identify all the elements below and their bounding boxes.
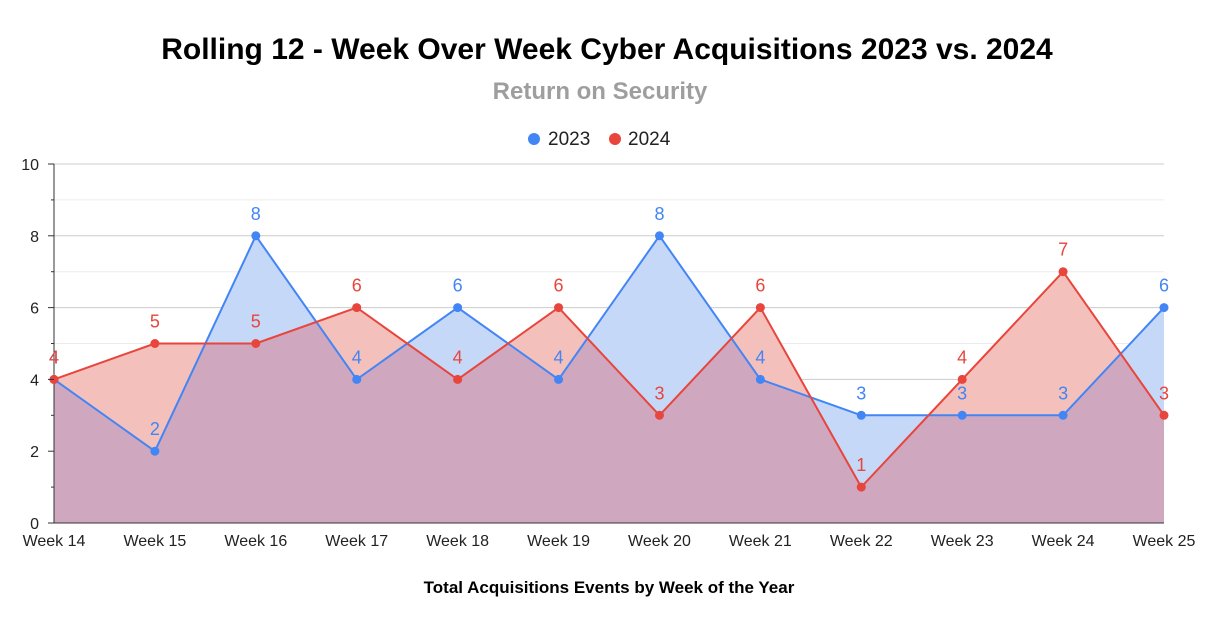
x-tick-label: Week 14 xyxy=(23,533,86,550)
y-tick-label: 4 xyxy=(30,372,39,389)
series-line-2023 xyxy=(53,234,1165,453)
data-label-2024: 4 xyxy=(49,347,59,367)
x-tick-label: Week 15 xyxy=(123,533,186,550)
point-2023 xyxy=(957,410,967,420)
x-tick-label: Week 17 xyxy=(325,533,388,550)
data-label-2023: 4 xyxy=(352,347,362,367)
point-2024 xyxy=(957,374,967,384)
x-tick-label: Week 21 xyxy=(729,533,792,550)
y-tick-label: 0 xyxy=(30,516,39,533)
data-label-2024: 4 xyxy=(453,347,463,367)
data-label-2024: 1 xyxy=(856,455,866,475)
area-fills xyxy=(54,235,1164,524)
x-tick-label: Week 22 xyxy=(830,533,893,550)
point-2023 xyxy=(856,410,866,420)
point-2023 xyxy=(755,374,765,384)
data-label-2024: 3 xyxy=(654,383,664,403)
data-label-2023: 4 xyxy=(554,347,564,367)
legend-marker-2023 xyxy=(528,133,540,145)
data-label-2023: 4 xyxy=(49,347,59,367)
point-2023 xyxy=(1159,303,1169,313)
area-overlap xyxy=(54,321,1164,523)
legend: 2023 2024 xyxy=(528,129,671,150)
x-tick-label: Week 24 xyxy=(1032,533,1095,550)
data-label-2024: 3 xyxy=(1159,383,1169,403)
chart-title: Rolling 12 - Week Over Week Cyber Acquis… xyxy=(161,33,1053,66)
point-2023 xyxy=(1058,410,1068,420)
x-axis-title: Total Acquisitions Events by Week of the… xyxy=(424,578,795,597)
data-label-2023: 6 xyxy=(453,276,463,296)
data-label-2023: 2 xyxy=(150,419,160,439)
point-2024 xyxy=(1058,267,1068,277)
point-2024 xyxy=(453,374,463,384)
point-2024 xyxy=(150,339,160,348)
series-line-2024 xyxy=(53,270,1165,489)
data-label-2023: 8 xyxy=(251,204,261,224)
x-tick-label: Week 16 xyxy=(224,533,287,550)
point-2024 xyxy=(251,339,261,348)
legend-marker-2024 xyxy=(609,133,621,145)
data-label-2023: 6 xyxy=(1159,276,1169,296)
x-tick-label: Week 19 xyxy=(527,533,590,550)
data-label-2024: 7 xyxy=(1058,240,1068,260)
point-2024 xyxy=(1159,410,1169,420)
data-label-2024: 5 xyxy=(251,312,261,332)
point-2023 xyxy=(453,303,463,313)
x-tick-label: Week 20 xyxy=(628,533,691,550)
point-2024 xyxy=(654,410,664,420)
data-label-2023: 8 xyxy=(654,204,664,224)
point-2024 xyxy=(352,303,362,313)
x-tick-label: Week 18 xyxy=(426,533,489,550)
point-2024 xyxy=(755,303,765,313)
point-2024 xyxy=(554,303,564,313)
point-2023 xyxy=(150,446,160,456)
point-2023 xyxy=(251,231,261,241)
y-tick-label: 2 xyxy=(30,444,39,461)
data-label-2024: 6 xyxy=(554,276,564,296)
data-label-2024: 6 xyxy=(352,276,362,296)
point-2023 xyxy=(352,374,362,384)
point-2023 xyxy=(554,374,564,384)
data-label-2023: 4 xyxy=(755,347,765,367)
data-label-2024: 4 xyxy=(957,347,967,367)
point-2024 xyxy=(856,482,866,492)
data-label-2023: 3 xyxy=(856,383,866,403)
data-label-2023: 3 xyxy=(957,383,967,403)
y-tick-label: 6 xyxy=(30,301,39,318)
y-tick-label: 8 xyxy=(30,229,39,246)
point-2023 xyxy=(654,231,664,241)
data-label-2024: 6 xyxy=(755,276,765,296)
data-label-2024: 5 xyxy=(150,312,160,332)
legend-label-2023: 2023 xyxy=(548,129,590,150)
x-tick-label: Week 23 xyxy=(931,533,994,550)
series-lines xyxy=(53,234,1165,489)
x-axis-ticks: Week 14 Week 15 Week 16 Week 17 Week 18 Week … xyxy=(23,533,1196,550)
y-tick-label: 10 xyxy=(21,157,39,174)
data-label-2023: 3 xyxy=(1058,383,1068,403)
y-axis-ticks: 0 2 4 6 8 10 xyxy=(21,157,54,533)
legend-label-2024: 2024 xyxy=(628,129,671,150)
chart-subtitle: Return on Security xyxy=(493,78,708,105)
x-tick-label: Week 25 xyxy=(1133,533,1196,550)
